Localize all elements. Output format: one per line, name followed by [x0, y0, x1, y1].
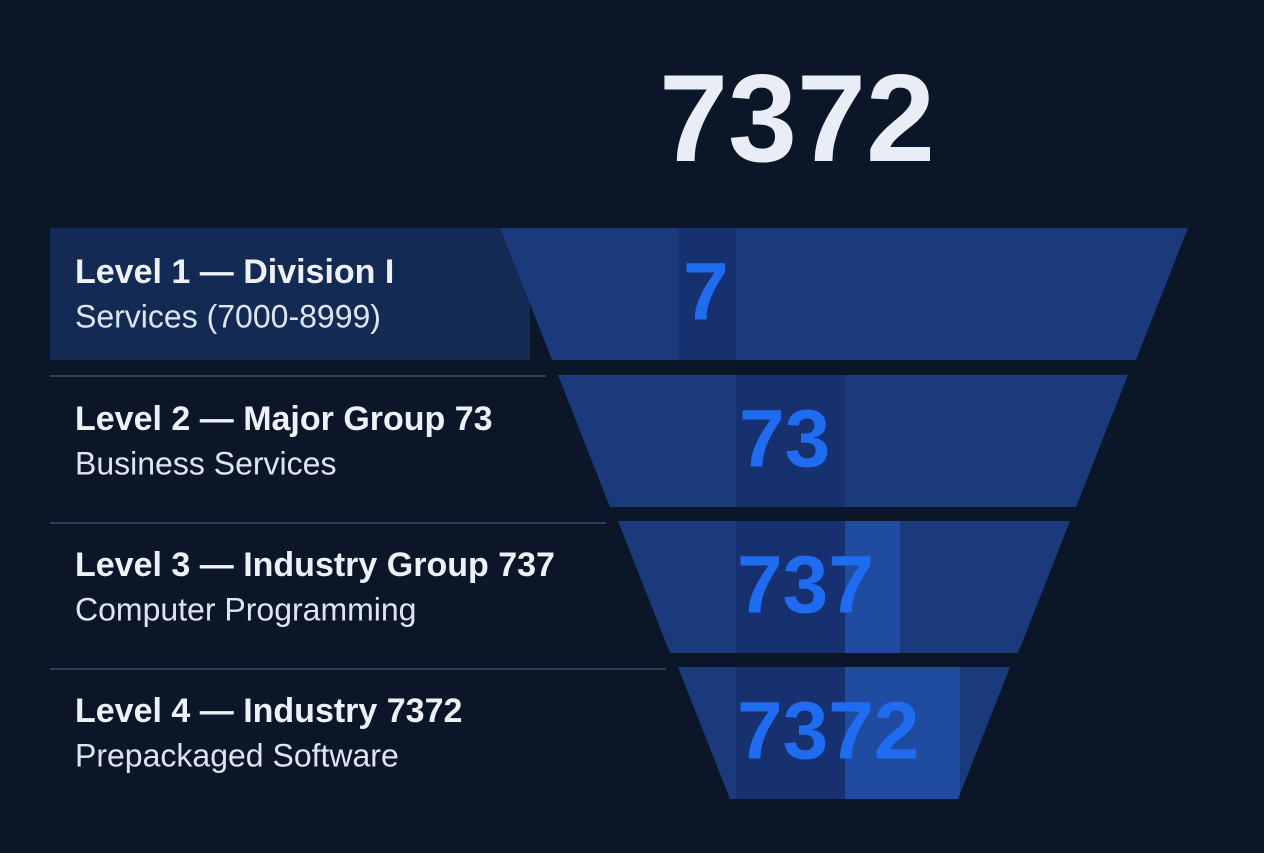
level-subtitle: Computer Programming — [75, 591, 416, 627]
main-code: 7372 — [659, 50, 935, 188]
level-title: Level 2 — Major Group 73 — [75, 400, 493, 438]
segment-code: 73 — [739, 394, 830, 485]
segment-code: 7 — [683, 247, 729, 338]
level-title: Level 3 — Industry Group 737 — [75, 546, 555, 584]
row-panel — [50, 228, 530, 360]
digit-column — [736, 521, 845, 653]
digit-column — [845, 521, 900, 653]
funnel-segment — [500, 228, 1188, 360]
level-title: Level 4 — Industry 7372 — [75, 692, 462, 730]
level-title: Level 1 — Division I — [75, 253, 394, 291]
level-subtitle: Business Services — [75, 445, 336, 481]
digit-column — [845, 667, 960, 799]
segment-code: 737 — [737, 540, 874, 631]
segment-code: 7372 — [737, 686, 919, 777]
level-subtitle: Services (7000-8999) — [75, 298, 381, 334]
digit-column — [736, 667, 845, 799]
digit-column — [678, 228, 736, 360]
digit-column — [736, 375, 845, 507]
level-subtitle: Prepackaged Software — [75, 737, 399, 773]
